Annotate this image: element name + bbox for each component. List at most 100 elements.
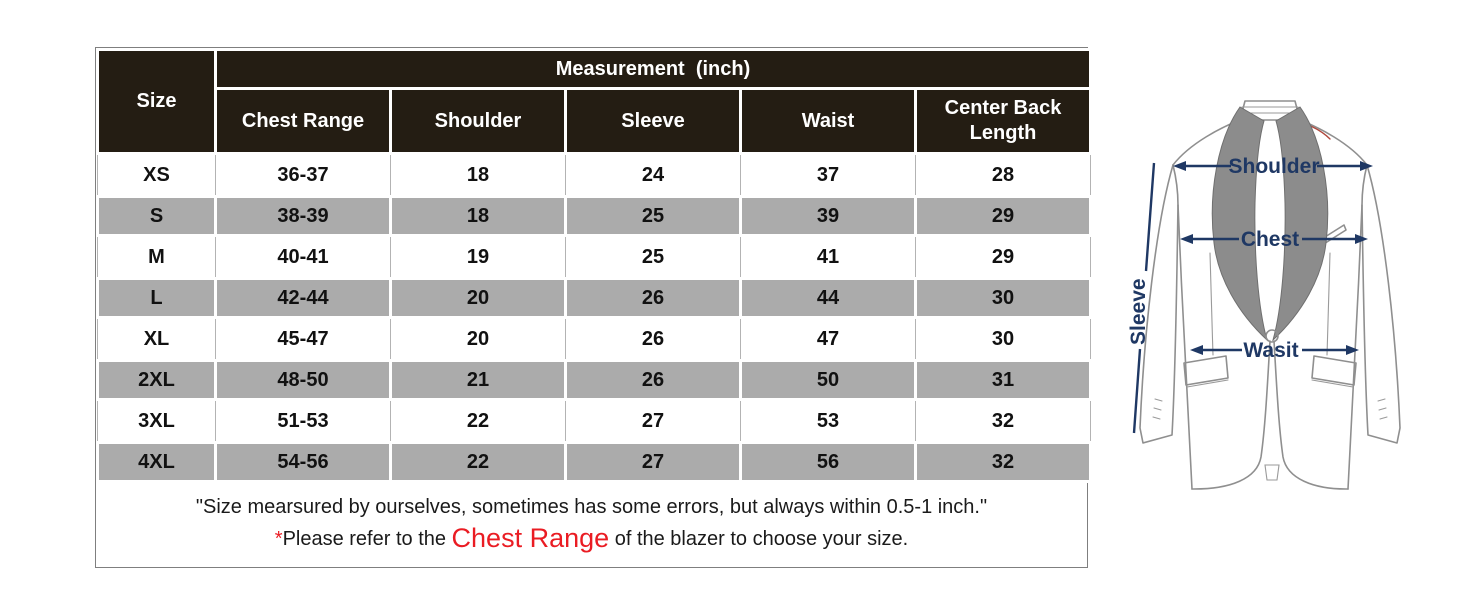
cell-shoulder: 19: [390, 235, 566, 279]
label-waist: Wasit: [1243, 339, 1298, 362]
cell-waist: 53: [740, 399, 916, 443]
cell-size: S: [96, 195, 217, 237]
blazer-measurement-diagram: Shoulder Chest Wasit Sleeve: [1118, 93, 1454, 509]
table-row-3xl: 3XL 51-53 22 27 53 32: [97, 399, 1092, 443]
cell-size: XL: [97, 317, 216, 361]
cell-waist: 50: [739, 359, 917, 401]
cell-sleeve: 27: [565, 399, 741, 443]
cell-back-length: 30: [914, 317, 1092, 361]
shoulder-arrow-left: [1173, 161, 1186, 171]
left-pocket-flap: [1183, 355, 1229, 386]
header-measurement: Measurement (inch): [213, 48, 1093, 90]
cell-chest-range: 51-53: [215, 399, 391, 443]
cell-size: XS: [97, 153, 216, 197]
center-vent: [1264, 464, 1280, 481]
cell-size: M: [97, 235, 216, 279]
right-pocket-flap: [1311, 355, 1357, 386]
table-row-xs: XS 36-37 18 24 37 28: [97, 153, 1092, 197]
note-suffix: of the blazer to choose your size.: [609, 528, 909, 550]
table-row-2xl: 2XL 48-50 21 26 50 31: [96, 359, 1093, 401]
size-notes: "Size mearsured by ourselves, sometimes …: [96, 483, 1087, 567]
right-cuff-buttons: [1377, 398, 1388, 420]
right-pocket-line: [1311, 379, 1354, 388]
cell-size: 2XL: [96, 359, 217, 401]
right-front-edge: [1273, 340, 1349, 490]
cell-back-length: 31: [913, 359, 1093, 401]
size-table: Size Measurement (inch) Chest Range Shou…: [96, 48, 1093, 483]
cell-sleeve: 25: [564, 195, 742, 237]
right-sleeve: [1361, 164, 1401, 444]
header-row-top: Size Measurement (inch): [96, 48, 1093, 155]
note-measurement-disclaimer: "Size mearsured by ourselves, sometimes …: [195, 496, 988, 518]
left-pocket-line: [1186, 379, 1229, 388]
cell-back-length: 30: [913, 277, 1093, 319]
right-body-side: [1347, 164, 1368, 490]
left-body-side: [1172, 164, 1193, 490]
header-chest-range: Chest Range: [214, 87, 392, 155]
cell-waist: 47: [740, 317, 916, 361]
table-row-4xl: 4XL 54-56 22 27 56 32: [96, 441, 1093, 483]
header-center-back-length: Center Back Length: [913, 87, 1093, 155]
left-lapel: [1211, 106, 1268, 342]
right-lapel: [1272, 106, 1329, 342]
cell-waist: 37: [740, 153, 916, 197]
cell-size: 3XL: [97, 399, 216, 443]
cell-back-length: 32: [913, 441, 1093, 483]
cell-chest-range: 36-37: [215, 153, 391, 197]
left-dart: [1209, 252, 1214, 356]
left-sleeve: [1139, 164, 1179, 444]
cell-size: 4XL: [96, 441, 217, 483]
left-cuff-buttons: [1152, 398, 1163, 420]
blazer-illustration: Shoulder Chest Wasit Sleeve: [1127, 100, 1401, 490]
cell-sleeve: 26: [564, 359, 742, 401]
waist-arrow-right: [1346, 345, 1359, 355]
cell-sleeve: 25: [565, 235, 741, 279]
cell-chest-range: 48-50: [214, 359, 392, 401]
shoulder-arrow-right: [1360, 161, 1373, 171]
cell-waist: 39: [739, 195, 917, 237]
label-shoulder: Shoulder: [1228, 155, 1319, 178]
cell-shoulder: 21: [389, 359, 567, 401]
cell-chest-range: 54-56: [214, 441, 392, 483]
header-row-sub: Chest Range Shoulder Sleeve Waist Center…: [98, 87, 1093, 155]
cell-size: L: [96, 277, 217, 319]
cell-sleeve: 27: [564, 441, 742, 483]
cell-back-length: 29: [913, 195, 1093, 237]
cell-sleeve: 26: [565, 317, 741, 361]
front-button: [1265, 329, 1279, 343]
chest-range-highlight: Chest Range: [451, 523, 610, 553]
cell-shoulder: 22: [390, 399, 566, 443]
chest-arrow-left: [1180, 234, 1193, 244]
header-size: Size: [96, 48, 217, 155]
cell-chest-range: 42-44: [214, 277, 392, 319]
cell-shoulder: 18: [389, 195, 567, 237]
note-prefix: Please refer to the: [282, 528, 452, 550]
left-front-edge: [1191, 340, 1271, 490]
table-body: XS 36-37 18 24 37 28 S 38-39 18 25 39 29…: [96, 153, 1093, 483]
asterisk: *: [274, 528, 283, 550]
cell-shoulder: 20: [390, 317, 566, 361]
table-row-xl: XL 45-47 20 26 47 30: [97, 317, 1092, 361]
cell-chest-range: 40-41: [215, 235, 391, 279]
waist-arrow-left: [1190, 345, 1203, 355]
size-chart: Size Measurement (inch) Chest Range Shou…: [95, 47, 1093, 568]
label-sleeve: Sleeve: [1127, 278, 1150, 345]
right-dart: [1326, 252, 1331, 356]
cell-sleeve: 26: [564, 277, 742, 319]
cell-chest-range: 38-39: [214, 195, 392, 237]
cell-back-length: 29: [914, 235, 1092, 279]
header-waist: Waist: [739, 87, 917, 155]
cell-chest-range: 45-47: [215, 317, 391, 361]
cell-waist: 56: [739, 441, 917, 483]
table-header: Size Measurement (inch) Chest Range Shou…: [96, 48, 1093, 155]
table-row-m: M 40-41 19 25 41 29: [97, 235, 1092, 279]
cell-shoulder: 22: [389, 441, 567, 483]
header-shoulder: Shoulder: [389, 87, 567, 155]
note-size-advice: *Please refer to the Chest Range of the …: [104, 525, 1079, 554]
table-row-s: S 38-39 18 25 39 29: [96, 195, 1093, 237]
sleeve-line: [1132, 162, 1156, 434]
cell-waist: 41: [740, 235, 916, 279]
cell-shoulder: 18: [390, 153, 566, 197]
label-chest: Chest: [1241, 228, 1299, 251]
